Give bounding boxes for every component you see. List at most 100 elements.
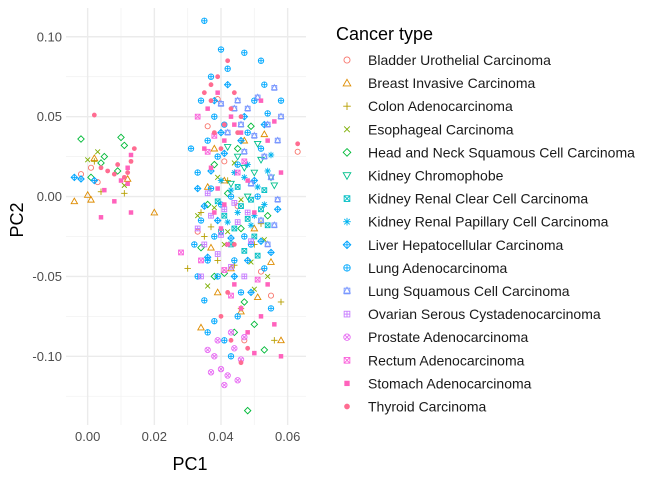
data-point [243,256,252,265]
data-point [217,46,225,53]
data-point [231,200,238,206]
data-point [267,173,275,181]
data-point [91,158,98,165]
data-point [208,165,214,171]
data-point [234,377,241,384]
data-point [223,144,232,152]
legend-item: Stomach Adenocarcinoma [344,375,532,391]
data-point [194,113,201,120]
data-point [231,257,238,264]
data-point [270,83,278,91]
data-point [228,106,234,112]
data-point [87,195,95,203]
data-point [234,203,241,210]
data-point [215,90,220,95]
data-point [254,193,261,200]
data-point [267,257,275,265]
data-point [84,157,91,163]
data-point [250,131,258,139]
y-axis-title: PC2 [7,202,27,237]
data-point [207,223,215,231]
data-point [90,176,99,185]
data-point [250,320,259,329]
data-point [91,112,97,118]
data-point [214,257,221,264]
data-point [94,149,101,155]
data-point [232,122,237,127]
y-axis-ticks: -0.10 -0.05 0.00 0.05 0.10 [32,29,62,364]
data-point [224,372,231,379]
data-point [251,233,258,240]
data-point [258,314,264,319]
data-point [264,120,272,128]
data-point [204,123,211,130]
data-point [240,298,249,306]
data-point [205,106,210,111]
data-point [217,128,225,137]
legend-item: Ovarian Serous Cystadenocarcinoma [343,306,601,322]
data-point [250,224,259,232]
data-point [121,190,128,197]
data-point [263,211,272,220]
data-point [215,74,221,80]
legend-label: Thyroid Carcinoma [368,399,486,415]
y-tick-label: -0.05 [32,269,62,284]
data-point [125,165,130,171]
data-point [232,282,237,287]
legend-item: Kidney Renal Papillary Cell Carcinoma [343,214,609,230]
data-point [202,146,207,151]
data-point [257,156,265,164]
data-point [250,169,259,177]
legend-key [343,333,351,341]
data-point [257,145,265,152]
data-point [261,265,268,272]
data-point [240,164,249,172]
legend-label: Head and Neck Squamous Cell Carcinoma [368,144,635,160]
data-point [245,345,251,351]
data-point [197,323,205,331]
data-point [221,122,227,128]
data-point [87,173,95,182]
data-point [224,65,231,72]
data-point [184,265,191,272]
data-point [117,133,125,142]
data-point [272,322,277,327]
data-point [198,273,204,280]
data-point [277,336,285,344]
data-point [112,199,117,204]
x-tick-label: 0.00 [75,429,100,444]
data-point [295,141,301,147]
data-point [218,232,224,238]
x-tick-label: 0.06 [275,429,300,444]
legend-item: Prostate Adenocarcinoma [343,329,529,345]
legend-item: Kidney Renal Clear Cell Carcinoma [343,191,588,207]
data-point [238,114,244,120]
data-point [244,209,251,216]
data-point [150,208,159,216]
data-point [238,306,244,311]
data-point [220,149,229,158]
data-point [267,305,275,312]
data-point [125,170,131,175]
data-point [194,225,201,232]
data-point [278,170,284,175]
data-point [227,186,235,194]
data-point [224,218,231,226]
data-point [225,242,230,247]
legend-key [342,78,352,87]
data-point [194,212,201,219]
data-point [252,350,257,356]
data-point [118,178,124,183]
data-point [264,167,271,175]
data-point [214,337,221,344]
data-point [243,406,252,415]
data-point [213,216,222,225]
data-point [237,224,245,233]
data-point [227,329,235,336]
data-point [248,196,254,203]
data-point [254,276,261,283]
data-point [128,158,134,164]
legend-key [343,126,351,133]
data-point [211,233,218,240]
data-point [70,173,79,182]
